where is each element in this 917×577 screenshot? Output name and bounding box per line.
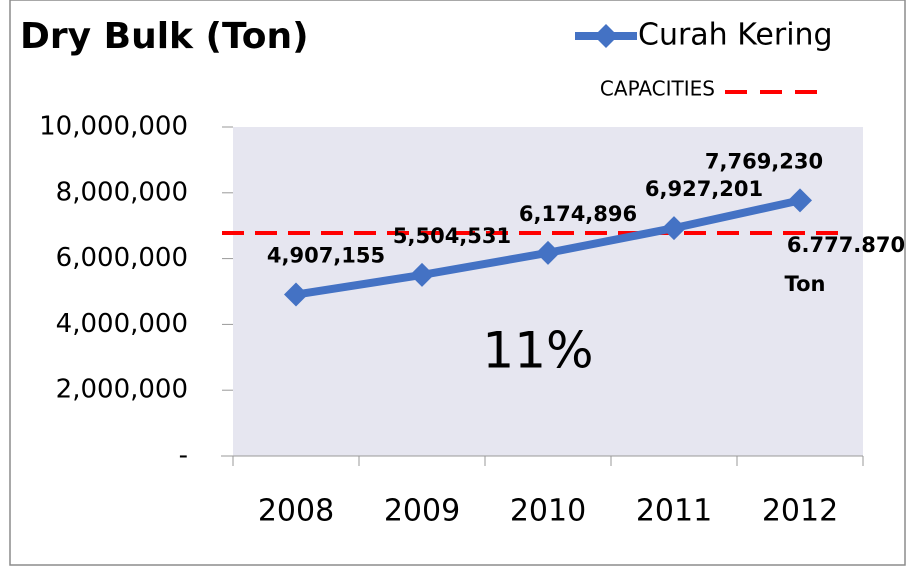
legend-label: Curah Kering [638, 18, 833, 53]
y-tick-label: - [179, 441, 188, 471]
y-tick-label: 2,000,000 [56, 375, 188, 405]
legend-label: CAPACITIES [600, 77, 715, 101]
data-point [284, 282, 308, 307]
data-label: 4,907,155 [267, 244, 385, 268]
y-tick-label: 8,000,000 [56, 177, 188, 207]
data-label: 5,504,531 [393, 224, 511, 248]
y-tick-label: 6,000,000 [56, 243, 188, 273]
data-point [410, 262, 434, 287]
capacity-label: 6.777.870 [787, 233, 905, 257]
data-point [788, 188, 812, 213]
data-label: 6,174,896 [519, 202, 637, 226]
y-tick-label: 10,000,000 [39, 112, 188, 142]
data-label: 6,927,201 [645, 177, 763, 201]
chart-title: Dry Bulk (Ton) [20, 16, 309, 57]
data-label: 7,769,230 [705, 149, 823, 173]
legend-marker [594, 24, 618, 48]
data-point [536, 240, 560, 265]
capacity-unit: Ton [785, 272, 826, 296]
data-point [662, 216, 686, 241]
y-tick-label: 4,000,000 [56, 309, 188, 339]
x-tick-label: 2011 [636, 494, 712, 529]
x-tick-label: 2010 [510, 494, 586, 529]
x-tick-label: 2009 [384, 494, 460, 529]
x-tick-label: 2008 [258, 494, 334, 529]
annotation: 11% [482, 322, 593, 380]
x-tick-label: 2012 [762, 494, 838, 529]
